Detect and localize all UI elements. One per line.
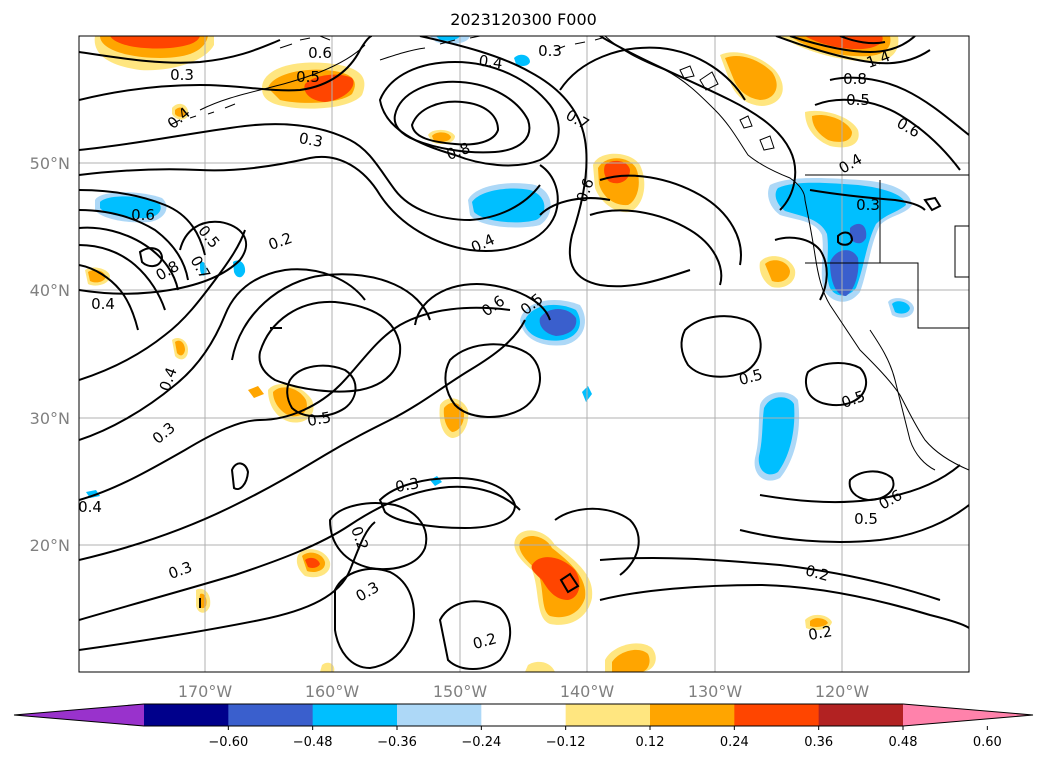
contour-label: 0.4 bbox=[78, 498, 102, 516]
colorbar-tick-label: −0.36 bbox=[377, 735, 417, 750]
contour-label: 0.3 bbox=[149, 419, 179, 448]
contour-label: 0.2 bbox=[471, 629, 499, 653]
lon-tick-label: 130°W bbox=[688, 682, 743, 701]
colorbar-bin bbox=[565, 704, 651, 726]
lon-tick-label: 140°W bbox=[560, 682, 615, 701]
colorbar-tick-label: −0.48 bbox=[293, 735, 333, 750]
contour-label: 0.3 bbox=[353, 578, 383, 606]
contour-lines bbox=[79, 36, 969, 670]
contour-label: 0.3 bbox=[298, 129, 325, 151]
colorbar-tick-label: 0.36 bbox=[804, 735, 833, 750]
contour-label: 0.6 bbox=[131, 206, 155, 224]
contour-label: 0.5 bbox=[854, 510, 878, 528]
longitude-labels: 170°W 160°W 150°W 140°W 130°W 120°W bbox=[178, 682, 870, 701]
colorbar-tick-label: 0.12 bbox=[636, 735, 665, 750]
map-title: 2023120300 F000 bbox=[450, 10, 597, 29]
positive-shading bbox=[85, 36, 899, 672]
negative-shading bbox=[86, 36, 914, 498]
colorbar-bin bbox=[397, 704, 482, 726]
lat-tick-label: 40°N bbox=[30, 281, 70, 300]
contour-label: 0.3 bbox=[166, 558, 195, 583]
contour-label: 0.4 bbox=[91, 295, 115, 313]
contour-label: 0.5 bbox=[737, 365, 765, 389]
lat-tick-label: 50°N bbox=[30, 154, 70, 173]
contour-label: 0.8 bbox=[843, 70, 867, 88]
colorbar-tick-label: −0.12 bbox=[546, 735, 586, 750]
contour-label: 0.6 bbox=[573, 176, 598, 205]
colorbar-tick-label: 0.60 bbox=[973, 735, 1002, 750]
colorbar-bin bbox=[481, 704, 567, 726]
contour-label: 0.2 bbox=[803, 561, 831, 585]
contour-label: 0.5 bbox=[846, 91, 870, 109]
contour-label: 0.6 bbox=[876, 486, 906, 514]
lon-tick-label: 150°W bbox=[433, 682, 488, 701]
colorbar-bin bbox=[650, 704, 735, 726]
contour-label: 0.4 bbox=[836, 150, 866, 178]
contour-label: 0.2 bbox=[266, 229, 295, 254]
contour-label: 0.7 bbox=[187, 253, 215, 283]
contour-label: 0.3 bbox=[394, 474, 421, 496]
contour-label: 0.4 bbox=[156, 365, 181, 394]
colorbar-outline bbox=[13, 703, 1034, 727]
contour-label: 0.3 bbox=[856, 196, 880, 214]
contour-label: 0.5 bbox=[296, 68, 320, 86]
map-frame bbox=[78, 35, 970, 673]
lon-tick-label: 160°W bbox=[305, 682, 360, 701]
contour-label: 0.3 bbox=[170, 66, 194, 84]
colorbar-bin bbox=[312, 704, 398, 726]
colorbar-bin bbox=[818, 704, 904, 726]
contour-label: 0.2 bbox=[807, 622, 834, 644]
contour-label: 0.3 bbox=[538, 42, 562, 60]
lon-tick-label: 120°W bbox=[815, 682, 870, 701]
colorbar: −0.60 −0.48 −0.36 −0.24 −0.12 0.12 0.24 0.36 0.4… bbox=[13, 703, 1034, 750]
colorbar-extend-high bbox=[903, 704, 1033, 726]
colorbar-tick-label: 0.24 bbox=[720, 735, 749, 750]
colorbar-tick-label: −0.60 bbox=[208, 735, 248, 750]
contour-label: 0.6 bbox=[894, 114, 924, 142]
contour-label: 0.7 bbox=[563, 106, 593, 134]
contour-label: 0.5 bbox=[306, 408, 333, 430]
colorbar-tick-label: −0.24 bbox=[461, 735, 501, 750]
contour-label: 0.6 bbox=[478, 292, 508, 320]
lon-tick-label: 170°W bbox=[178, 682, 233, 701]
map-gridlines bbox=[79, 36, 969, 672]
colorbar-tick-label: 0.48 bbox=[889, 735, 918, 750]
contour-label: 0.4 bbox=[468, 230, 497, 256]
contour-label: 0.4 bbox=[164, 104, 194, 133]
colorbar-bin bbox=[144, 704, 229, 726]
contour-label: 0.8 bbox=[153, 257, 183, 285]
colorbar-extend-low bbox=[14, 704, 144, 726]
latitude-labels: 50°N 40°N 30°N 20°N bbox=[30, 154, 70, 555]
contour-label: 0.4 bbox=[478, 51, 504, 72]
contour-label: 0.6 bbox=[308, 44, 332, 62]
lat-tick-label: 20°N bbox=[30, 536, 70, 555]
shaded-anomaly-layer bbox=[85, 36, 914, 672]
colorbar-bin bbox=[228, 704, 314, 726]
lat-tick-label: 30°N bbox=[30, 409, 70, 428]
colorbar-bin bbox=[734, 704, 820, 726]
